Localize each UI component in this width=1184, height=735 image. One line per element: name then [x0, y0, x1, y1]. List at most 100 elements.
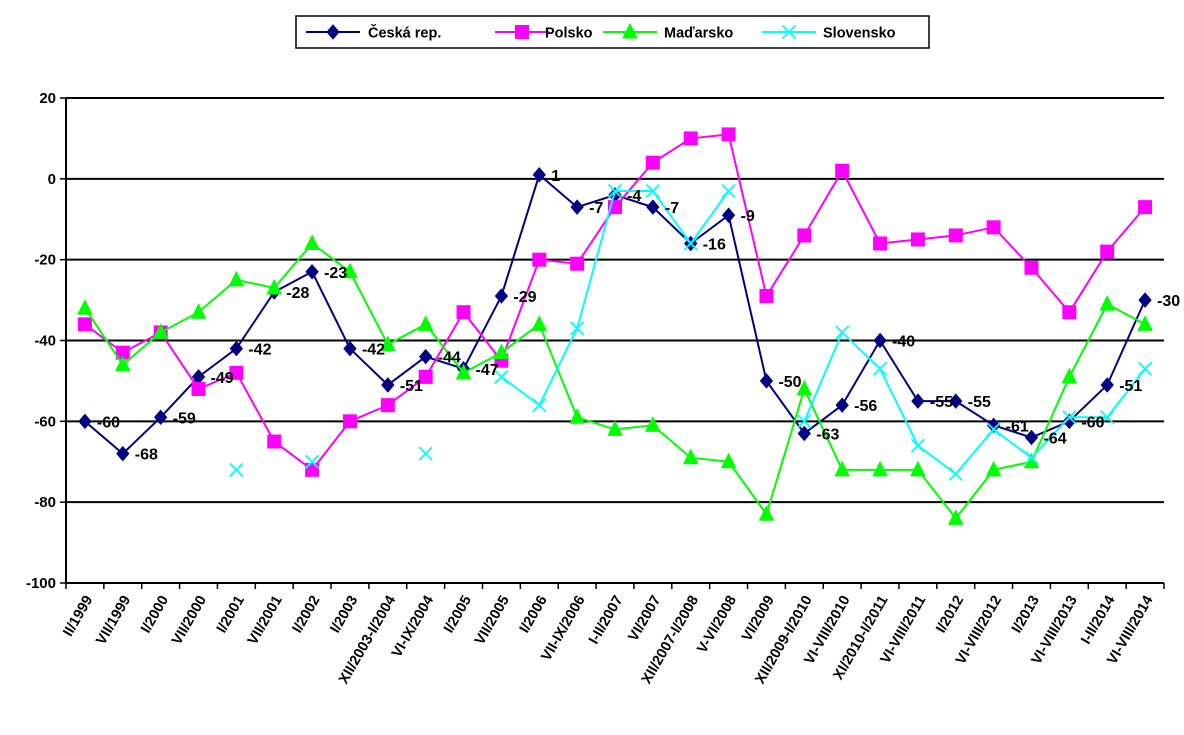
series-slovensko [229, 183, 1153, 482]
data-point-madarsko [569, 408, 585, 424]
data-point-ceska-rep [419, 348, 433, 365]
x-tick-label: I/2000 [138, 593, 172, 636]
y-tick-label: -40 [34, 333, 56, 350]
data-label: -23 [324, 265, 347, 282]
series-ceska-rep [78, 167, 1152, 462]
data-point-ceska-rep [911, 393, 925, 409]
legend-item-slovensko: Slovensko [762, 24, 896, 42]
data-label: -4 [627, 188, 641, 205]
data-point-ceska-rep [1100, 377, 1114, 393]
y-tick-label: -20 [34, 252, 56, 269]
y-tick-label: 20 [39, 90, 56, 107]
data-point-ceska-rep [986, 417, 1001, 434]
data-label: -42 [248, 342, 271, 359]
data-point-ceska-rep [721, 207, 736, 223]
legend-marker [515, 25, 529, 39]
data-point-slovensko [570, 321, 585, 336]
x-tick-label: VII/2000 [169, 593, 210, 648]
data-point-madarsko [304, 234, 320, 250]
x-tick-label: II/1999 [60, 593, 96, 639]
legend-label: Maďarsko [664, 26, 733, 42]
data-label: -61 [1006, 418, 1029, 435]
data-point-madarsko [114, 355, 131, 372]
y-tick-label: -60 [34, 413, 56, 430]
data-point-polsko [683, 131, 698, 146]
data-point-madarsko [947, 509, 964, 525]
legend-label: Slovensko [823, 26, 896, 42]
data-point-madarsko [342, 262, 358, 279]
data-point-ceska-rep [381, 377, 395, 393]
data-point-polsko [570, 256, 585, 271]
data-point-madarsko [682, 448, 699, 465]
data-point-madarsko [796, 379, 813, 396]
data-point-slovensko [607, 183, 623, 199]
data-label: -63 [816, 426, 839, 443]
data-point-slovensko [797, 414, 812, 429]
data-label: -40 [892, 334, 915, 351]
data-point-ceska-rep [494, 288, 509, 304]
data-point-polsko [77, 317, 92, 332]
y-tick-label: -80 [34, 494, 56, 511]
data-point-polsko [721, 127, 736, 142]
data-point-polsko [910, 232, 925, 247]
y-tick-label: 0 [48, 171, 56, 188]
data-point-ceska-rep [153, 409, 168, 426]
legend-label: Česká rep. [368, 24, 441, 42]
data-label: -30 [1157, 293, 1180, 310]
x-tick-label: I-II/2014 [1078, 593, 1118, 647]
data-point-slovensko [494, 369, 509, 385]
y-axis-ticks: 20 0 -20 -40 -60 -80 -100 [26, 90, 56, 592]
x-tick-label: I/2006 [517, 593, 551, 636]
data-point-polsko [1024, 260, 1039, 275]
data-point-polsko [835, 163, 850, 178]
data-point-polsko [267, 434, 282, 449]
data-label: -51 [1119, 378, 1142, 395]
data-label: -16 [703, 237, 726, 254]
data-point-madarsko [228, 270, 245, 287]
data-point-madarsko [872, 460, 888, 477]
data-point-slovensko [948, 466, 963, 482]
data-point-slovensko [721, 183, 736, 199]
grid [66, 97, 1164, 504]
data-point-madarsko [77, 299, 93, 315]
data-point-ceska-rep [570, 199, 584, 215]
x-tick-label: VII/2005 [472, 593, 513, 648]
data-point-polsko [380, 398, 395, 413]
data-label: -7 [589, 200, 603, 217]
data-point-ceska-rep [835, 397, 849, 413]
data-point-madarsko [985, 460, 1002, 477]
data-point-madarsko [607, 420, 623, 436]
data-point-madarsko [493, 343, 510, 360]
x-tick-label: I/2013 [1009, 593, 1043, 636]
data-point-madarsko [152, 323, 169, 339]
data-point-madarsko [455, 363, 472, 380]
data-point-polsko [418, 369, 433, 384]
data-point-slovensko [645, 183, 660, 199]
data-point-polsko [986, 220, 1001, 235]
data-point-ceska-rep [1024, 429, 1039, 446]
data-point-polsko [191, 382, 206, 396]
x-tick-label: VII/2001 [245, 593, 286, 648]
data-point-madarsko [910, 460, 926, 477]
data-point-madarsko [1137, 315, 1153, 331]
data-point-slovensko [1062, 410, 1077, 425]
data-label: -50 [778, 374, 801, 391]
data-point-polsko [645, 155, 660, 170]
data-point-ceska-rep [305, 264, 319, 280]
x-tick-label: VI/2009 [739, 593, 778, 644]
legend-item-madarsko: Maďarsko [603, 22, 733, 42]
data-point-ceska-rep [343, 340, 357, 357]
data-point-ceska-rep [759, 373, 774, 389]
data-point-madarsko [1061, 367, 1078, 384]
x-tick-label: I/2002 [290, 593, 324, 636]
x-tick-label: I/2005 [441, 593, 475, 636]
x-tick-label: VI/2007 [625, 593, 664, 644]
data-label: -49 [211, 370, 234, 387]
data-label: -7 [665, 200, 679, 217]
data-point-slovensko [229, 462, 244, 477]
data-point-polsko [456, 305, 471, 320]
legend: Česká rep. Polsko Maďarsko Slovensko [295, 15, 930, 49]
data-point-madarsko [190, 303, 207, 319]
